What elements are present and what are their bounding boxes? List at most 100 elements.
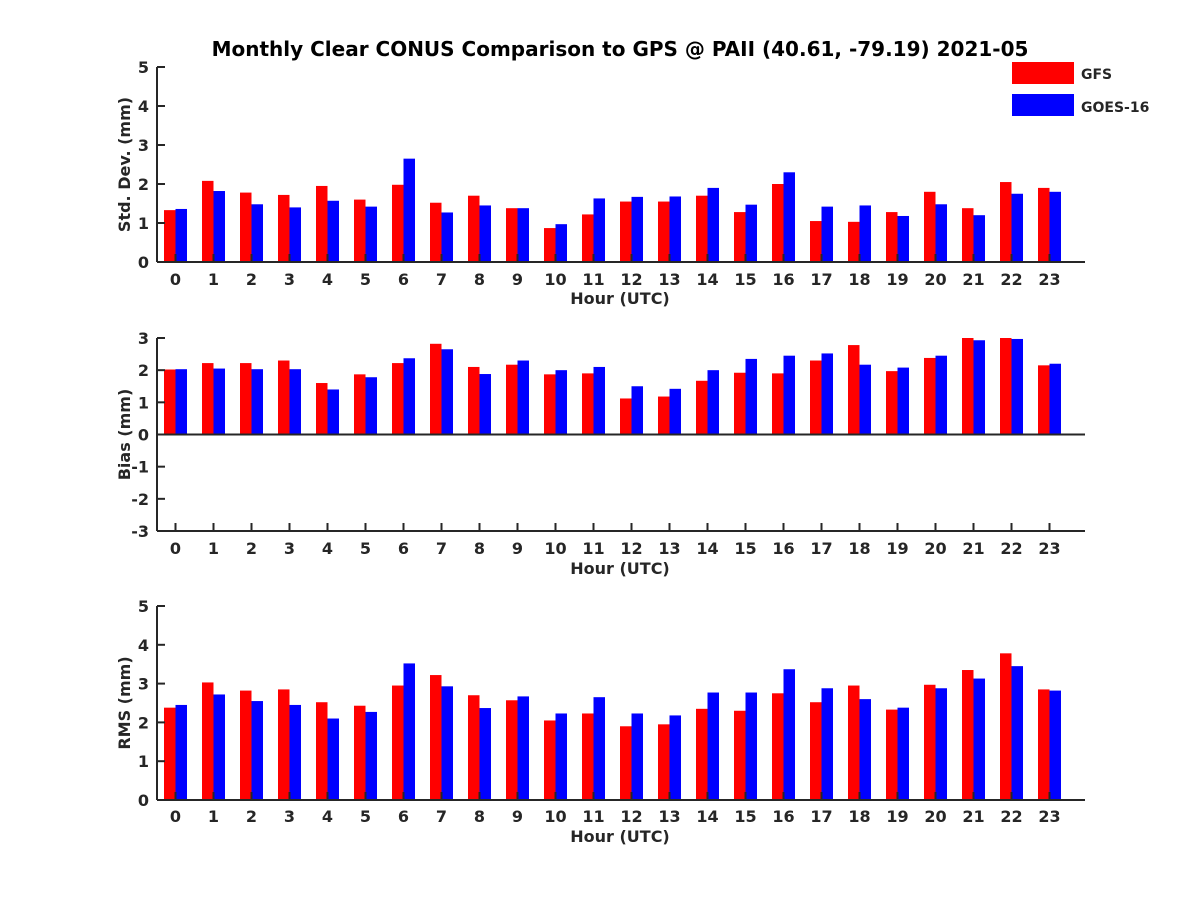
bias-bar-goes16-0 (175, 369, 187, 435)
rms-bar-gfs-11 (582, 713, 594, 800)
std-dev-bar-goes16-9 (517, 208, 529, 262)
rms-bar-goes16-13 (669, 715, 681, 800)
rms-bar-gfs-22 (1000, 653, 1012, 800)
rms-bar-goes16-9 (517, 696, 529, 800)
std-dev-bar-goes16-17 (821, 206, 833, 262)
rms-bar-goes16-19 (897, 707, 909, 800)
rms-x-tick-label: 5 (360, 807, 371, 826)
std-dev-bar-goes16-12 (631, 196, 643, 262)
std-dev-bar-goes16-4 (327, 200, 339, 262)
rms-x-tick-label: 20 (924, 807, 946, 826)
bias-y-tick-label: 2 (138, 361, 149, 380)
bias-bar-gfs-15 (734, 372, 746, 435)
std-dev-bar-gfs-23 (1038, 187, 1050, 262)
bias-x-tick-label: 19 (886, 539, 908, 558)
rms-bar-goes16-15 (745, 692, 757, 800)
rms-bar-gfs-10 (544, 720, 556, 800)
std-dev-bar-gfs-3 (278, 194, 290, 262)
bias-y-axis-label: Bias (mm) (115, 389, 134, 481)
bias-x-tick-label: 22 (1000, 539, 1022, 558)
rms-x-tick-label: 23 (1038, 807, 1060, 826)
std-dev-x-tick-label: 16 (772, 270, 794, 289)
figure-title: Monthly Clear CONUS Comparison to GPS @ … (212, 37, 1029, 61)
std-dev-bar-gfs-19 (886, 212, 898, 262)
std-dev-x-tick-label: 13 (658, 270, 680, 289)
rms-x-tick-label: 1 (208, 807, 219, 826)
rms-x-tick-label: 6 (398, 807, 409, 826)
rms-bar-goes16-11 (593, 697, 605, 800)
std-dev-bar-goes16-11 (593, 198, 605, 262)
bias-bar-gfs-22 (1000, 338, 1012, 435)
bias-bar-goes16-22 (1011, 338, 1023, 435)
rms-bar-gfs-3 (278, 689, 290, 800)
bias-x-tick-label: 14 (696, 539, 718, 558)
rms-x-tick-label: 15 (734, 807, 756, 826)
bias-bar-gfs-5 (354, 374, 366, 435)
bias-x-tick-label: 18 (848, 539, 870, 558)
rms-bar-gfs-23 (1038, 689, 1050, 800)
std-dev-bar-gfs-1 (202, 180, 214, 262)
rms-x-tick-label: 12 (620, 807, 642, 826)
rms-bar-gfs-18 (848, 685, 860, 800)
std-dev-bar-goes16-23 (1049, 191, 1061, 262)
std-dev-bar-gfs-7 (430, 202, 442, 262)
std-dev-y-tick-label: 3 (138, 136, 149, 155)
std-dev-x-tick-label: 15 (734, 270, 756, 289)
std-dev-bar-gfs-6 (392, 184, 404, 262)
std-dev-y-tick-label: 1 (138, 214, 149, 233)
bias-bar-goes16-7 (441, 349, 453, 435)
bias-x-tick-label: 6 (398, 539, 409, 558)
bias-bar-goes16-5 (365, 377, 377, 435)
bias-y-tick-label: -1 (131, 458, 149, 477)
rms-bar-gfs-13 (658, 724, 670, 800)
rms-x-tick-label: 22 (1000, 807, 1022, 826)
std-dev-bar-gfs-16 (772, 184, 784, 262)
rms-x-tick-label: 4 (322, 807, 333, 826)
std-dev-x-tick-label: 9 (512, 270, 523, 289)
std-dev-y-tick-label: 5 (138, 58, 149, 77)
std-dev-bar-gfs-22 (1000, 182, 1012, 262)
std-dev-bar-goes16-13 (669, 196, 681, 262)
rms-x-tick-label: 18 (848, 807, 870, 826)
std-dev-bar-gfs-15 (734, 212, 746, 262)
std-dev-bar-gfs-4 (316, 185, 328, 262)
bias-x-tick-label: 12 (620, 539, 642, 558)
bias-x-tick-label: 2 (246, 539, 257, 558)
rms-x-tick-label: 13 (658, 807, 680, 826)
std-dev-x-tick-label: 10 (544, 270, 566, 289)
std-dev-x-tick-label: 1 (208, 270, 219, 289)
bias-bar-gfs-1 (202, 363, 214, 435)
std-dev-x-tick-label: 21 (962, 270, 984, 289)
std-dev-bar-gfs-8 (468, 195, 480, 262)
bias-bar-gfs-12 (620, 398, 632, 435)
std-dev-bar-gfs-11 (582, 214, 594, 262)
bias-bar-goes16-17 (821, 353, 833, 435)
legend-swatch-goes16 (1012, 94, 1074, 116)
bias-x-tick-label: 4 (322, 539, 333, 558)
rms-bar-gfs-15 (734, 710, 746, 800)
bias-bar-goes16-20 (935, 355, 947, 435)
std-dev-bar-goes16-7 (441, 212, 453, 262)
std-dev-bar-goes16-8 (479, 205, 491, 262)
bias-bar-goes16-19 (897, 367, 909, 435)
bias-bar-goes16-13 (669, 388, 681, 435)
std-dev-x-tick-label: 20 (924, 270, 946, 289)
bias-x-tick-label: 8 (474, 539, 485, 558)
rms-bar-goes16-5 (365, 711, 377, 800)
bias-bar-goes16-8 (479, 374, 491, 435)
std-dev-x-tick-label: 0 (170, 270, 181, 289)
std-dev-x-tick-label: 3 (284, 270, 295, 289)
rms-bar-goes16-10 (555, 713, 567, 800)
std-dev-bar-goes16-15 (745, 204, 757, 262)
std-dev-bar-gfs-20 (924, 191, 936, 262)
bias-x-tick-label: 17 (810, 539, 832, 558)
bias-bar-goes16-3 (289, 369, 301, 435)
bias-bar-goes16-10 (555, 370, 567, 435)
bias-x-tick-label: 10 (544, 539, 566, 558)
rms-x-tick-label: 17 (810, 807, 832, 826)
rms-y-tick-label: 1 (138, 752, 149, 771)
bias-bar-gfs-21 (962, 338, 974, 435)
bias-x-tick-label: 13 (658, 539, 680, 558)
bias-x-tick-label: 1 (208, 539, 219, 558)
